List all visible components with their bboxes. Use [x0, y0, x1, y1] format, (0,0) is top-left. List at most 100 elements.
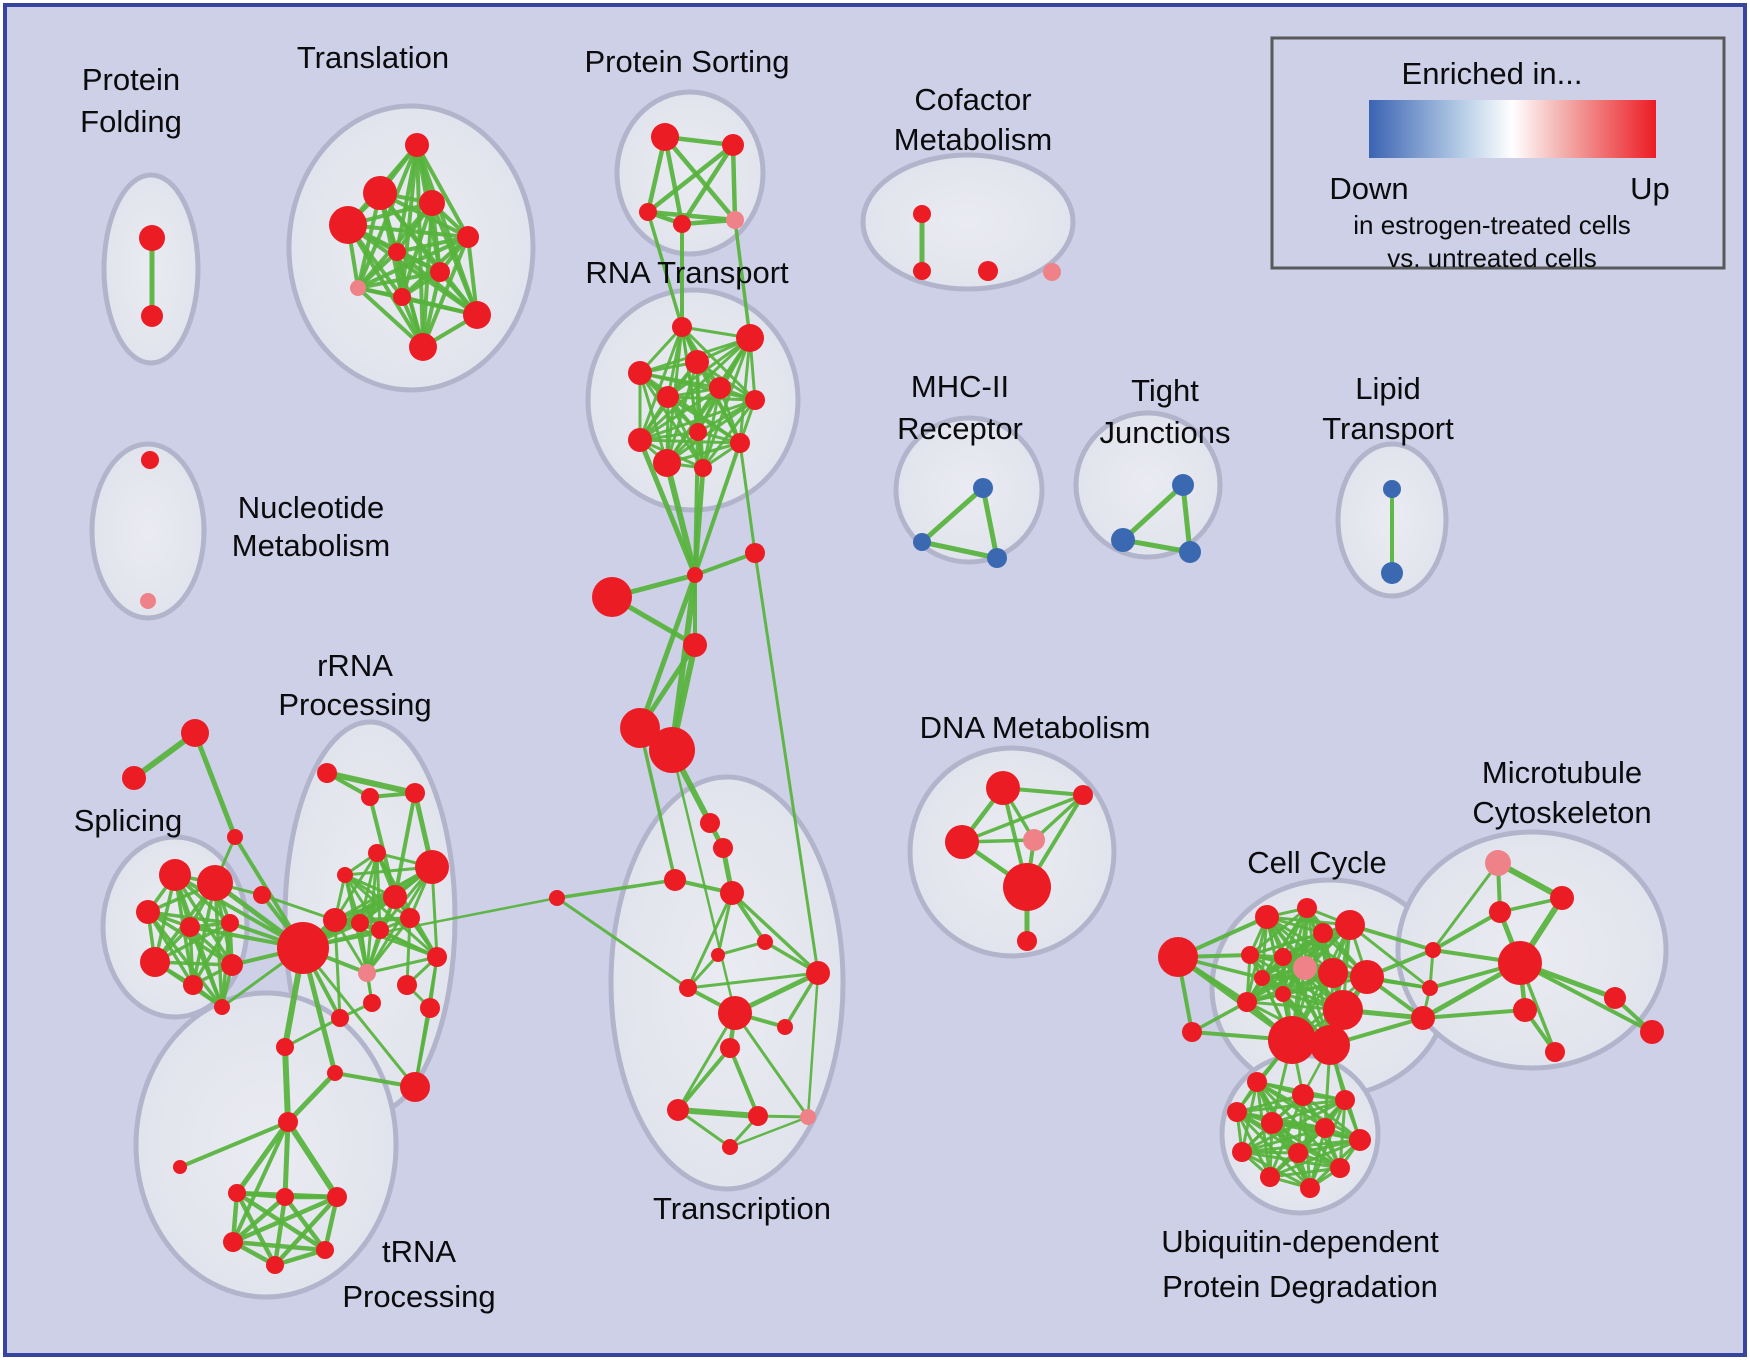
node-ps5 — [726, 211, 744, 229]
cluster-label-cell-cycle-line1: Cell Cycle — [1247, 845, 1387, 880]
node-u10 — [1330, 1158, 1350, 1178]
node-cc15 — [1268, 1016, 1316, 1064]
node-cc17 — [1182, 1022, 1202, 1042]
node-tr1 — [278, 1112, 298, 1132]
node-t6 — [388, 243, 406, 261]
node-tc7 — [720, 1038, 740, 1058]
edge — [638, 386, 722, 442]
edge — [680, 325, 757, 402]
node-cc12 — [1237, 992, 1257, 1012]
node-u8 — [1232, 1142, 1252, 1162]
node-ps2 — [722, 134, 744, 156]
node-tc11 — [722, 1139, 738, 1155]
edge — [1421, 1008, 1527, 1020]
edge — [701, 398, 757, 470]
edge — [638, 398, 757, 442]
edge — [1190, 1000, 1249, 1034]
node-u12 — [1300, 1178, 1320, 1198]
node-x8 — [720, 881, 744, 905]
cluster-label-rrna-processing-line2: Processing — [278, 687, 431, 722]
node-rr4 — [368, 844, 386, 862]
edge — [738, 441, 757, 555]
node-sp7 — [183, 975, 203, 995]
node-st3 — [227, 829, 243, 845]
node-sp2 — [197, 865, 233, 901]
node-t7 — [430, 262, 450, 282]
edge — [637, 572, 698, 731]
node-r1 — [672, 317, 692, 337]
edge — [333, 918, 342, 1020]
edge — [733, 218, 752, 340]
cluster-label-trna-processing-line1: tRNA — [382, 1234, 456, 1269]
node-u11 — [1260, 1167, 1280, 1187]
edge — [1268, 1093, 1305, 1179]
edge — [919, 485, 986, 545]
node-rr17 — [397, 975, 417, 995]
node-cc14 — [1323, 990, 1363, 1030]
node-tj3 — [1179, 541, 1201, 563]
node-d4 — [1023, 829, 1045, 851]
node-x1 — [687, 567, 703, 583]
edge — [638, 371, 757, 402]
node-cc5 — [1335, 910, 1365, 940]
legend-caption-line1: in estrogen-treated cells — [1353, 210, 1630, 240]
edge — [365, 955, 439, 975]
edge — [675, 1107, 761, 1119]
node-r5 — [657, 386, 679, 408]
edge — [272, 1194, 340, 1268]
node-u4 — [1227, 1102, 1247, 1122]
node-d5 — [1003, 863, 1051, 911]
node-ps1 — [651, 123, 679, 151]
edge — [664, 460, 698, 578]
edge — [686, 891, 734, 990]
edge — [637, 437, 698, 578]
node-rr20 — [331, 1009, 349, 1027]
node-u5 — [1261, 1112, 1283, 1134]
node-rr7 — [415, 850, 449, 884]
nodes-layer — [122, 123, 1664, 1274]
edge — [301, 946, 417, 1089]
edge — [1348, 923, 1432, 990]
node-m1 — [1485, 850, 1511, 876]
cluster-label-microtubule-cytoskeleton-line2: Cytoskeleton — [1472, 795, 1651, 830]
cluster-ellipse-cofactor-metabolism — [860, 152, 1076, 292]
cluster-label-mhc-ii-receptor-line2: Receptor — [897, 411, 1023, 446]
legend-down-label: Down — [1329, 171, 1408, 206]
node-cc3 — [1297, 898, 1317, 918]
node-cc13 — [1275, 986, 1291, 1002]
edge — [669, 572, 698, 753]
node-tr5 — [327, 1187, 347, 1207]
edge — [645, 209, 738, 223]
cluster-ellipse-mhc-ii-receptor — [893, 415, 1045, 565]
node-rr19 — [420, 998, 440, 1018]
edge — [178, 1120, 290, 1169]
edge — [670, 748, 737, 1015]
edge — [1248, 906, 1309, 957]
cluster-label-nucleotide-metabolism-line2: Metabolism — [232, 528, 391, 563]
legend-gradient-bar — [1369, 100, 1656, 158]
node-mh1 — [973, 478, 993, 498]
edge — [400, 143, 419, 299]
node-rr13 — [427, 947, 447, 967]
cluster-label-translation-line1: Translation — [297, 40, 449, 75]
node-cc10 — [1318, 958, 1348, 988]
edge — [919, 539, 1000, 561]
cluster-label-dna-metabolism-line1: DNA Metabolism — [920, 710, 1151, 745]
edge — [230, 1194, 288, 1245]
edge — [146, 910, 224, 1009]
cluster-label-tight-junctions-line1: Tight — [1131, 373, 1199, 408]
node-cc7 — [1274, 948, 1292, 966]
node-sp8 — [221, 954, 243, 976]
cluster-labels-layer: Protein Folding Translation Protein Sorting… — [74, 40, 1652, 1314]
edge — [1235, 1093, 1305, 1114]
node-x6 — [713, 838, 733, 858]
node-sp3 — [136, 900, 160, 924]
cluster-label-splicing-line1: Splicing — [74, 803, 183, 838]
edge — [638, 726, 677, 882]
edge — [285, 1119, 340, 1200]
node-r12 — [730, 433, 750, 453]
edge — [696, 398, 757, 434]
cluster-label-nucleotide-metabolism-line1: Nucleotide — [238, 490, 384, 525]
node-r7 — [745, 390, 765, 410]
node-x2 — [745, 543, 765, 563]
